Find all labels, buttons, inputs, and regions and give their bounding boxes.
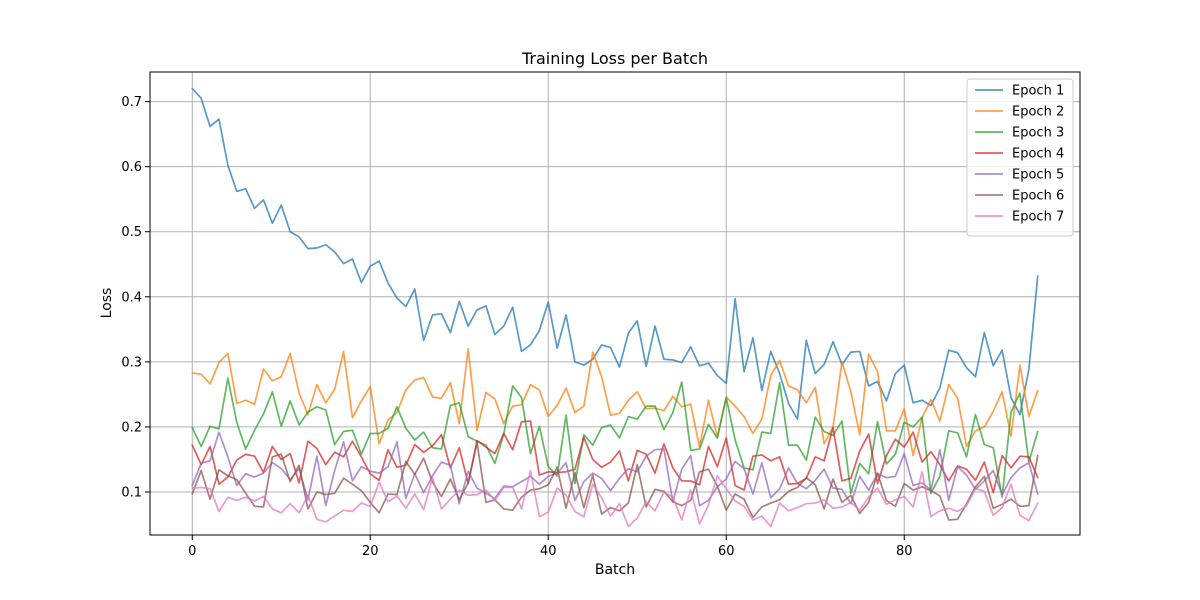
x-tick-label: 0 (188, 544, 196, 559)
y-tick-label: 0.5 (121, 225, 142, 240)
x-tick-label: 40 (540, 544, 557, 559)
legend-label: Epoch 1 (1012, 84, 1064, 99)
x-tick-label: 80 (896, 544, 913, 559)
series-line-epoch-4 (191, 420, 1039, 494)
x-tick-label: 60 (718, 544, 735, 559)
legend: Epoch 1 Epoch 2 Epoch 3 Epoch 4 Epoch 5 Epoch… (966, 78, 1074, 237)
series-line-epoch-5 (191, 431, 1039, 507)
legend-label: Epoch 5 (1012, 168, 1064, 183)
y-tick-label: 0.2 (121, 420, 142, 435)
x-axis-label: Batch (595, 562, 635, 578)
legend-label: Epoch 7 (1012, 210, 1064, 225)
x-tick-label: 20 (362, 544, 379, 559)
y-axis: 0.1 0.2 0.3 0.4 0.5 0.6 0.7 (121, 95, 150, 500)
y-tick-label: 0.7 (121, 95, 142, 110)
legend-label: Epoch 6 (1012, 189, 1064, 204)
series-layer (191, 87, 1039, 528)
series-line-epoch-7 (191, 469, 1039, 528)
legend-box (966, 78, 1074, 237)
series-line-epoch-2 (191, 348, 1039, 457)
y-tick-label: 0.3 (121, 355, 142, 370)
series-line-epoch-3 (191, 377, 1039, 499)
y-axis-label: Loss (99, 288, 115, 319)
legend-label: Epoch 3 (1012, 126, 1064, 141)
legend-label: Epoch 2 (1012, 105, 1064, 120)
plot-frame (149, 71, 1081, 536)
legend-label: Epoch 4 (1012, 147, 1064, 162)
x-axis: 0 20 40 60 80 (188, 535, 913, 559)
y-tick-label: 0.4 (121, 290, 142, 305)
chart-title: Training Loss per Batch (521, 49, 708, 68)
series-line-epoch-1 (191, 87, 1039, 420)
y-tick-label: 0.1 (121, 485, 142, 500)
y-tick-label: 0.6 (121, 160, 142, 175)
